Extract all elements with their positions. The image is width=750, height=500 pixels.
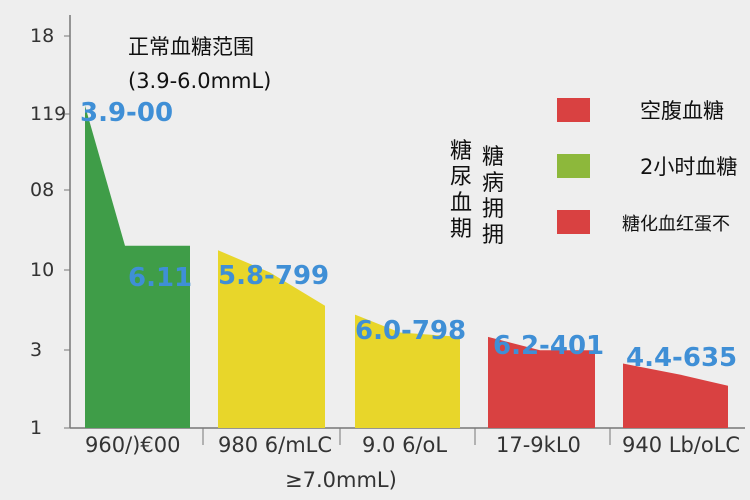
y-axis-ticks: 18 119 08 10 3 1 xyxy=(30,25,70,439)
chart-title: 正常血糖范围 xyxy=(128,35,254,59)
data-label: 6.0-798 xyxy=(355,316,466,346)
y-tick-label: 18 xyxy=(30,25,54,47)
data-label: 6.11 xyxy=(128,263,192,293)
y-tick-label: 3 xyxy=(30,339,42,361)
note-char: 病 xyxy=(482,171,504,196)
note-char: 糖 xyxy=(482,145,504,170)
x-axis-labels: 960/)€00 980 6/mLC 9.0 6/oL 17-9kL0 940 Lb/o… xyxy=(85,428,740,457)
x-tick-label: 9.0 6/oL xyxy=(362,433,447,457)
series-area xyxy=(85,105,190,429)
x-tick-label: 960/)€00 xyxy=(85,433,180,457)
data-label: 6.2-401 xyxy=(493,331,604,361)
series-area xyxy=(218,250,325,428)
chart-subtitle: (3.9-6.0mmL) xyxy=(128,69,271,93)
legend-label: 空腹血糖 xyxy=(640,99,724,123)
y-tick-label: 08 xyxy=(30,179,54,201)
plot-areas xyxy=(85,105,728,429)
note-char: 期 xyxy=(450,217,472,242)
x-axis-sublabel: ≥7.0mmL) xyxy=(285,468,397,492)
series-area xyxy=(355,314,460,428)
series-area xyxy=(623,363,728,428)
data-label: 4.4-635 xyxy=(626,343,737,373)
data-label: 5.8-799 xyxy=(218,261,329,291)
note-char: 拥 xyxy=(482,197,504,222)
note-char: 血 xyxy=(450,191,472,216)
legend-label: 糖化血红蛋不 xyxy=(622,214,730,235)
note-char: 尿 xyxy=(450,165,472,190)
legend-swatch xyxy=(557,210,590,234)
x-tick-label: 980 6/mLC xyxy=(218,433,332,457)
legend-label: 2小时血糖 xyxy=(640,155,737,179)
y-tick-label: 10 xyxy=(30,259,54,281)
series-area xyxy=(488,336,595,428)
legend-swatch xyxy=(557,98,590,122)
x-tick-label: 17-9kL0 xyxy=(496,433,581,457)
note-char: 糖 xyxy=(450,139,472,164)
note-char: 拥 xyxy=(482,223,504,248)
data-labels: 3.9-00 6.11 5.8-799 6.0-798 6.2-401 4.4-635 xyxy=(80,98,737,373)
y-tick-label: 119 xyxy=(30,103,66,125)
data-label: 3.9-00 xyxy=(80,98,173,128)
x-tick-label: 940 Lb/oLC xyxy=(622,433,740,457)
y-tick-label: 1 xyxy=(30,417,42,439)
legend-swatch xyxy=(557,154,590,178)
